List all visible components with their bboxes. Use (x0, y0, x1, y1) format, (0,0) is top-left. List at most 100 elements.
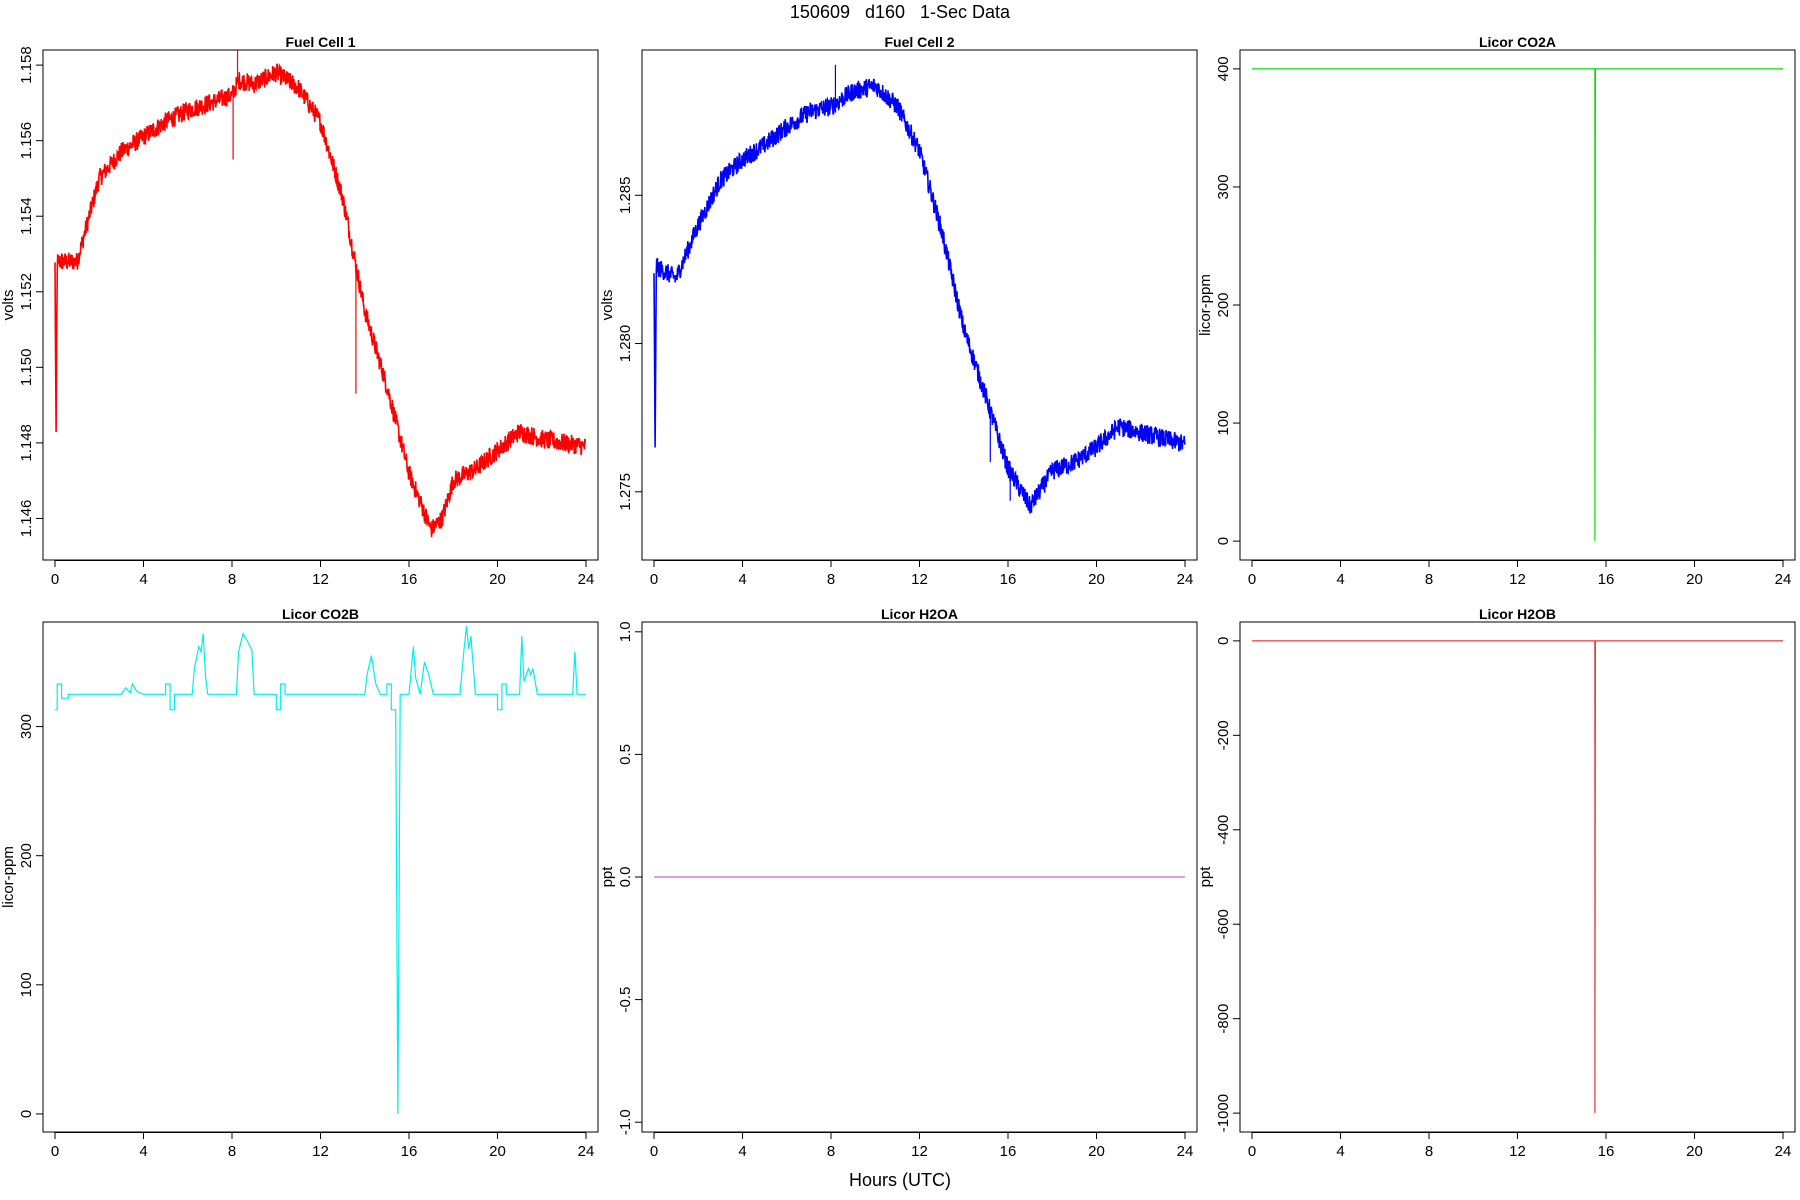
x-tick-label: 0 (650, 571, 658, 588)
figure-title: 150609 d160 1-Sec Data (789, 2, 1011, 22)
y-axis-label: licor-ppm (0, 846, 17, 908)
chart-panel: Licor CO2A licor-ppm 0 4 8 12 16 20 24 0 100 200 300… (1197, 34, 1796, 588)
y-tick-label: 1.146 (18, 500, 35, 538)
x-tick-label: 8 (827, 1143, 835, 1160)
y-tick-label: 400 (1215, 56, 1232, 81)
y-tick-label: 300 (18, 714, 35, 739)
chart-panel: Licor H2OB ppt 0 4 8 12 16 20 24 -1000 -800 -600 -40… (1197, 606, 1796, 1160)
series-line (54, 62, 587, 538)
y-tick-label: -1.0 (617, 1109, 634, 1135)
x-tick-label: 12 (911, 1143, 928, 1160)
y-tick-label: 0.0 (617, 867, 634, 888)
y-tick-label: 0 (1215, 537, 1232, 545)
x-tick-label: 20 (489, 1143, 506, 1160)
series-line (653, 78, 1186, 514)
y-axis-label: volts (599, 290, 616, 321)
y-axis-label: volts (0, 290, 17, 321)
x-tick-label: 0 (650, 1143, 658, 1160)
series-line (55, 625, 586, 1114)
chart-panel: Licor H2OA ppt 0 4 8 12 16 20 24 -1.0 -0.5 0.0 0.5 1.… (599, 606, 1198, 1160)
y-axis-label: ppt (599, 866, 616, 888)
x-tick-label: 16 (1000, 571, 1017, 588)
y-tick-label: 1.148 (18, 424, 35, 462)
y-tick-label: 1.285 (617, 177, 634, 215)
y-tick-label: 1.154 (18, 197, 35, 235)
x-tick-label: 20 (489, 571, 506, 588)
y-tick-label: 200 (18, 843, 35, 868)
x-tick-label: 4 (139, 1143, 147, 1160)
y-axis-label: ppt (1197, 866, 1214, 888)
x-tick-label: 16 (1000, 1143, 1017, 1160)
x-tick-label: 12 (1509, 571, 1526, 588)
y-tick-label: 0.5 (617, 744, 634, 765)
y-tick-label: 1.0 (617, 621, 634, 642)
x-tick-label: 16 (401, 571, 418, 588)
y-tick-label: -600 (1215, 909, 1232, 939)
x-tick-label: 16 (1598, 1143, 1615, 1160)
y-tick-label: -1000 (1215, 1094, 1232, 1132)
x-tick-label: 4 (1336, 571, 1344, 588)
x-tick-label: 12 (1509, 1143, 1526, 1160)
x-tick-label: 12 (911, 571, 928, 588)
y-tick-label: 1.280 (617, 325, 634, 363)
y-tick-label: 100 (18, 972, 35, 997)
y-tick-label: 0 (18, 1110, 35, 1118)
chart-panel: Fuel Cell 1 volts 0 4 8 12 16 20 24 1.146 1.148 1.1… (0, 34, 599, 588)
plot-frame (1239, 621, 1796, 1133)
x-tick-label: 20 (1088, 571, 1105, 588)
x-tick-label: 20 (1088, 1143, 1105, 1160)
y-tick-label: -800 (1215, 1004, 1232, 1034)
panel-title: Licor CO2A (1479, 34, 1556, 50)
x-tick-label: 0 (51, 571, 59, 588)
y-axis-label: licor-ppm (1197, 274, 1214, 336)
chart-panel: Fuel Cell 2 volts 0 4 8 12 16 20 24 1.275 1.280 1.2… (599, 34, 1198, 588)
x-tick-label: 4 (1336, 1143, 1344, 1160)
plot-frame (1239, 49, 1796, 561)
y-tick-label: 300 (1215, 174, 1232, 199)
x-tick-label: 8 (827, 571, 835, 588)
y-tick-label: -400 (1215, 815, 1232, 845)
figure-x-axis-label: Hours (UTC) (849, 1170, 951, 1190)
x-tick-label: 16 (1598, 571, 1615, 588)
x-tick-label: 12 (312, 571, 329, 588)
chart-panel: Licor CO2B licor-ppm 0 4 8 12 16 20 24 0 100 200 300 (0, 606, 599, 1160)
x-tick-label: 4 (139, 571, 147, 588)
x-tick-label: 0 (1248, 571, 1256, 588)
x-tick-label: 20 (1686, 1143, 1703, 1160)
x-tick-label: 8 (228, 571, 236, 588)
x-tick-label: 0 (1248, 1143, 1256, 1160)
y-tick-label: 100 (1215, 411, 1232, 436)
x-tick-label: 16 (401, 1143, 418, 1160)
plot-frame (641, 49, 1198, 561)
y-tick-label: -0.5 (617, 987, 634, 1013)
x-tick-label: 12 (312, 1143, 329, 1160)
x-tick-label: 24 (1775, 571, 1792, 588)
y-tick-label: 0 (1215, 637, 1232, 645)
y-tick-label: 1.152 (18, 273, 35, 311)
x-tick-label: 24 (578, 1143, 595, 1160)
series-line (1252, 68, 1783, 542)
panel-title: Licor H2OB (1479, 606, 1556, 622)
x-tick-label: 4 (738, 1143, 746, 1160)
y-tick-label: 1.156 (18, 122, 35, 160)
series-line (1252, 640, 1783, 1114)
y-tick-label: 1.158 (18, 46, 35, 84)
x-tick-label: 24 (1177, 571, 1194, 588)
y-tick-label: -200 (1215, 720, 1232, 750)
x-tick-label: 4 (738, 571, 746, 588)
panel-title: Fuel Cell 2 (884, 34, 954, 50)
plot-frame (42, 621, 599, 1133)
y-tick-label: 200 (1215, 292, 1232, 317)
x-tick-label: 8 (228, 1143, 236, 1160)
x-tick-label: 0 (51, 1143, 59, 1160)
panel-title: Licor CO2B (282, 606, 359, 622)
x-tick-label: 24 (1177, 1143, 1194, 1160)
x-tick-label: 24 (1775, 1143, 1792, 1160)
x-tick-label: 8 (1425, 1143, 1433, 1160)
x-tick-label: 20 (1686, 571, 1703, 588)
panel-title: Licor H2OA (881, 606, 958, 622)
x-tick-label: 8 (1425, 571, 1433, 588)
y-tick-label: 1.150 (18, 349, 35, 387)
y-tick-label: 1.275 (617, 473, 634, 511)
